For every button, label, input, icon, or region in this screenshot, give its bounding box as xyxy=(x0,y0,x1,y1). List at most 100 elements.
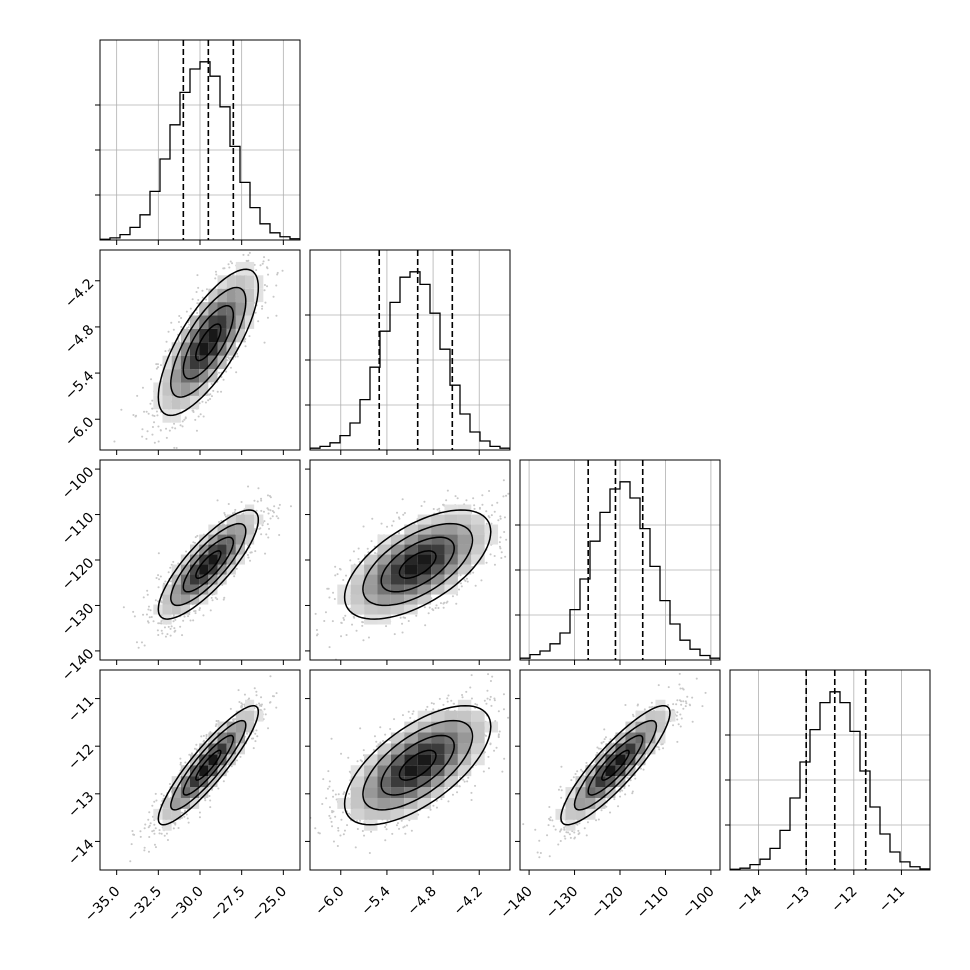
density-cell xyxy=(471,544,485,555)
density-cell xyxy=(444,504,458,515)
density-cell xyxy=(377,776,391,788)
density-cell xyxy=(153,382,163,396)
density-cell xyxy=(217,765,227,777)
y-tick-label: −4.2 xyxy=(62,276,97,311)
density-cell xyxy=(217,754,227,766)
x-tick-label: −4.2 xyxy=(451,884,486,919)
density-cell xyxy=(655,710,666,722)
density-cell xyxy=(635,743,646,755)
density-cell xyxy=(208,355,218,370)
density-cell xyxy=(431,584,445,595)
density-cell xyxy=(180,554,190,565)
x-tick-label: −5.4 xyxy=(358,883,393,918)
density-cell xyxy=(364,604,378,615)
density-cell xyxy=(190,787,200,798)
density-cell xyxy=(171,342,181,356)
x-tick-label: −32.5 xyxy=(124,884,166,926)
density-cell xyxy=(226,564,236,575)
density-cell xyxy=(153,395,163,410)
contour-2 xyxy=(157,268,260,417)
density-cell xyxy=(364,776,378,788)
density-cell xyxy=(226,534,236,545)
density-cell xyxy=(171,355,181,370)
x-tick-label: −11 xyxy=(876,884,908,916)
y-tick-label: −140 xyxy=(59,646,98,685)
density-cell xyxy=(180,382,190,396)
density-cell xyxy=(471,554,485,565)
density-cell xyxy=(417,554,432,565)
density-cell xyxy=(199,564,209,575)
density-cell xyxy=(350,604,365,615)
density-cell xyxy=(390,594,405,605)
density-cell xyxy=(585,787,596,798)
density-cell xyxy=(190,797,200,809)
density-cell xyxy=(417,514,432,525)
density-cell xyxy=(575,776,586,788)
density-cell xyxy=(226,342,236,356)
density-cell xyxy=(171,409,181,423)
y-tick-label: −11 xyxy=(65,694,97,726)
density-cell xyxy=(625,743,636,755)
density-cell xyxy=(235,315,245,329)
density-cell xyxy=(417,564,432,575)
density-cell xyxy=(217,288,227,303)
density-cell xyxy=(162,819,172,831)
density-cell xyxy=(431,524,445,535)
density-cell xyxy=(235,288,245,303)
density-cell xyxy=(235,732,245,744)
density-cell xyxy=(162,369,172,383)
density-cell xyxy=(162,808,172,820)
density-cell xyxy=(199,787,209,798)
density-cell xyxy=(404,554,418,565)
x-tick-label: −25.0 xyxy=(249,884,291,926)
density-cell xyxy=(404,743,418,755)
density-cell xyxy=(208,564,218,575)
density-cell xyxy=(226,514,236,525)
density-cell xyxy=(171,797,181,809)
density-cell xyxy=(235,743,245,755)
contour-2 xyxy=(157,704,260,826)
density-cell xyxy=(245,288,255,303)
density-cell xyxy=(171,574,181,585)
density-cell xyxy=(226,288,236,303)
density-cell xyxy=(199,342,209,356)
y-tick-label: −4.8 xyxy=(62,322,97,357)
density-cell xyxy=(199,369,209,383)
density-cell xyxy=(190,544,200,555)
density-cell xyxy=(431,564,445,575)
density-cell xyxy=(444,743,458,755)
density-cell xyxy=(162,409,172,423)
density-cell xyxy=(180,564,190,575)
density-cell xyxy=(555,808,566,820)
density-cell xyxy=(404,544,418,555)
density-cell xyxy=(471,524,485,535)
histogram-step-0 xyxy=(100,61,300,240)
density-cell xyxy=(390,754,405,766)
density-cell xyxy=(431,514,445,525)
density-cell xyxy=(484,534,499,545)
density-cell xyxy=(180,584,190,595)
density-cell xyxy=(217,574,227,585)
density-cell xyxy=(217,302,227,316)
density-cell xyxy=(625,732,636,744)
density-cell xyxy=(171,369,181,383)
density-cell xyxy=(431,732,445,744)
density-cell xyxy=(254,288,264,303)
density-cell xyxy=(417,754,432,766)
density-cell xyxy=(655,699,666,711)
contour-2 xyxy=(343,509,492,620)
density-cell xyxy=(190,554,200,565)
density-cell xyxy=(180,765,190,777)
density-cell xyxy=(190,574,200,585)
density-cell xyxy=(350,564,365,575)
density-cell xyxy=(199,355,209,370)
density-cell xyxy=(337,584,351,595)
x-tick-label: −12 xyxy=(828,884,860,916)
density-cell xyxy=(171,584,181,595)
density-cell xyxy=(226,275,236,289)
density-cell xyxy=(235,275,245,289)
density-cell xyxy=(364,754,378,766)
density-cell xyxy=(471,743,485,755)
contour-0.5 xyxy=(601,749,630,781)
x-tick-label: −13 xyxy=(781,884,813,916)
